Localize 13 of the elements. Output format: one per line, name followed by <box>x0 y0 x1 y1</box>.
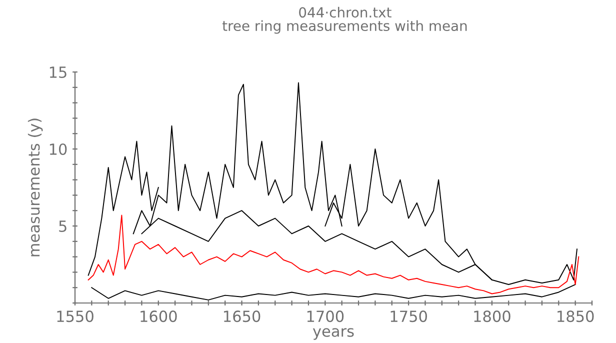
x-tick-label: 1750 <box>390 310 427 322</box>
y-tick-label: 5 <box>59 220 66 232</box>
y-axis-title: measurements (y) <box>28 118 43 256</box>
x-tick-label: 1700 <box>307 310 344 322</box>
y-tick-label: 10 <box>50 143 67 156</box>
x-tick-label: 1600 <box>140 310 177 322</box>
x-tick-label: 1650 <box>224 310 260 322</box>
chart-title: 044·chron.txt tree ring measurements with mean <box>222 6 467 34</box>
x-axis-title: years <box>312 328 354 340</box>
x-tick-label: 1850 <box>558 310 594 322</box>
y-tick-label: 15 <box>50 66 66 78</box>
x-tick-label: 1550 <box>57 310 94 322</box>
x-tick-label: 1800 <box>474 310 510 322</box>
